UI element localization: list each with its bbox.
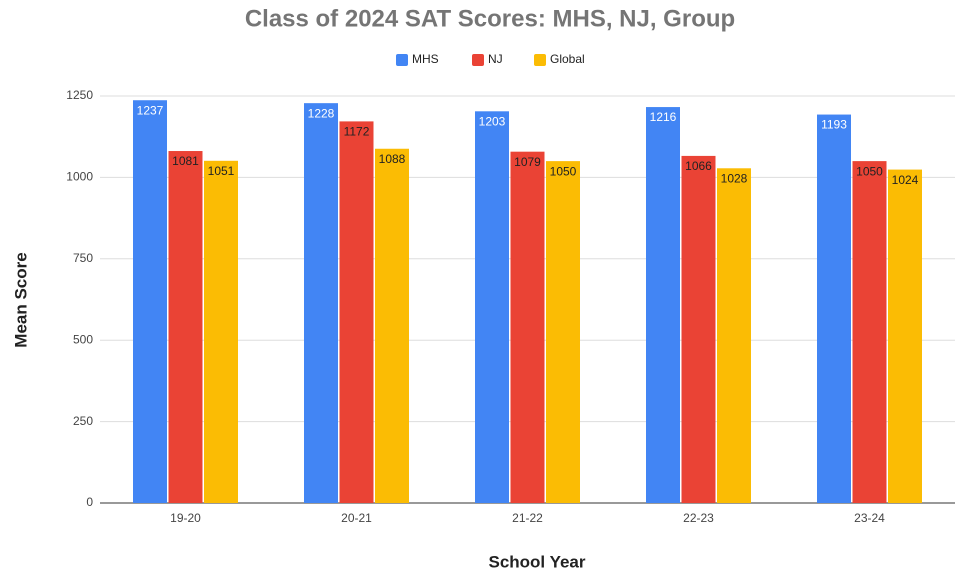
bar xyxy=(168,151,203,503)
bar xyxy=(204,160,238,503)
x-tick-label: 23-24 xyxy=(854,511,885,525)
bar xyxy=(546,161,580,503)
value-label: 1172 xyxy=(344,125,370,139)
value-label: 1193 xyxy=(821,118,847,132)
chart-title: Class of 2024 SAT Scores: MHS, NJ, Group xyxy=(245,5,735,32)
y-tick-label: 0 xyxy=(86,495,93,509)
value-label: 1228 xyxy=(308,106,335,120)
x-tick-label: 21-22 xyxy=(512,511,543,525)
value-label: 1088 xyxy=(379,152,406,166)
bar xyxy=(339,121,374,504)
legend-swatch xyxy=(472,54,484,66)
y-tick-label: 250 xyxy=(73,414,93,428)
value-label: 1079 xyxy=(514,155,541,169)
bar xyxy=(510,151,545,503)
value-label: 1216 xyxy=(650,110,677,124)
bar xyxy=(817,114,851,503)
bar xyxy=(681,155,716,503)
y-tick-label: 500 xyxy=(73,332,93,346)
value-label: 1024 xyxy=(892,173,919,187)
value-label: 1203 xyxy=(479,114,506,128)
bar xyxy=(304,103,338,503)
bar xyxy=(375,148,409,503)
bar xyxy=(717,168,751,503)
value-label: 1237 xyxy=(137,103,164,117)
value-label: 1051 xyxy=(208,164,235,178)
x-tick-label: 20-21 xyxy=(341,511,372,525)
legend-swatch xyxy=(534,54,546,66)
x-axis-title: School Year xyxy=(488,552,585,571)
bar xyxy=(852,161,887,503)
legend-label: MHS xyxy=(412,52,439,66)
y-axis-title: Mean Score xyxy=(11,252,30,347)
value-label: 1081 xyxy=(172,154,199,168)
value-label: 1050 xyxy=(550,164,577,178)
bar xyxy=(888,169,922,503)
bar xyxy=(133,100,167,504)
legend-swatch xyxy=(396,54,408,66)
x-tick-label: 22-23 xyxy=(683,511,714,525)
value-label: 1028 xyxy=(721,171,748,185)
legend-label: Global xyxy=(550,52,585,66)
bar xyxy=(646,107,680,503)
y-tick-label: 750 xyxy=(73,251,93,265)
value-label: 1066 xyxy=(685,159,712,173)
bar xyxy=(475,111,509,504)
value-label: 1050 xyxy=(856,164,883,178)
legend-label: NJ xyxy=(488,52,503,66)
y-tick-label: 1000 xyxy=(66,170,93,184)
x-tick-label: 19-20 xyxy=(170,511,201,525)
y-tick-label: 1250 xyxy=(66,88,93,102)
